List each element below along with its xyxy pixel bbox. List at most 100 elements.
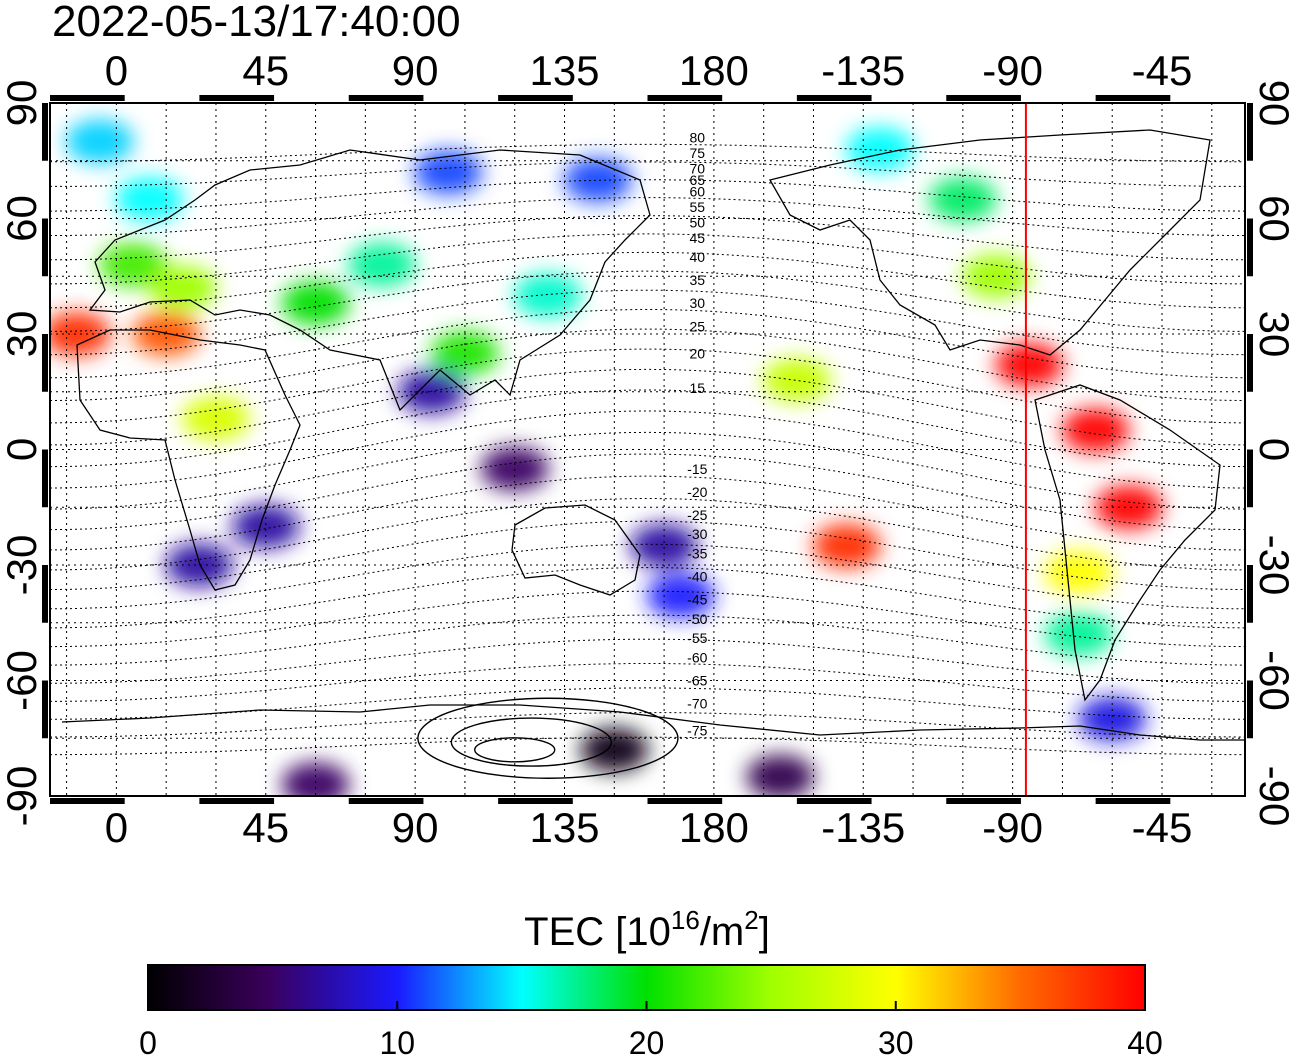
y-tick-label-right: 30 xyxy=(1251,311,1294,358)
contour-line xyxy=(50,453,1245,531)
contour-label: 45 xyxy=(690,230,706,246)
frame-bar-top xyxy=(647,95,723,101)
contour-line xyxy=(50,431,1245,510)
y-tick-label-left: 90 xyxy=(0,80,45,127)
contour-label: -20 xyxy=(687,484,707,500)
y-tick-label-left: -90 xyxy=(0,766,45,827)
contour-line xyxy=(50,328,1245,401)
tec-patch xyxy=(397,369,466,414)
frame-bar-right xyxy=(1247,103,1253,161)
tec-patch xyxy=(580,727,649,772)
contour-line xyxy=(50,475,1245,551)
contour-label: 70 xyxy=(690,160,706,176)
contour-label: 25 xyxy=(690,318,706,334)
contour-line xyxy=(50,233,1245,285)
colorbar-title: TEC [1016/m2] xyxy=(524,905,770,954)
contour-label: -30 xyxy=(687,526,707,542)
coastline-south-america xyxy=(1034,384,1221,702)
map-timestamp-title: 2022-05-13/17:40:00 xyxy=(52,0,461,46)
x-tick-label-bottom: 0 xyxy=(105,804,128,851)
contour-label: -45 xyxy=(687,592,707,608)
colorbar-tick-label: 40 xyxy=(1127,1025,1163,1057)
tec-patch xyxy=(231,504,300,549)
tec-patch xyxy=(1061,408,1130,453)
contour-label: -70 xyxy=(687,696,707,712)
frame-bar-top xyxy=(348,95,424,101)
contour-line xyxy=(50,251,1245,309)
x-tick-label-top: 0 xyxy=(105,47,128,94)
contour-line xyxy=(50,270,1245,332)
contour-label: 75 xyxy=(690,145,706,161)
tec-patch xyxy=(563,158,632,202)
x-tick-label-top: 135 xyxy=(529,47,599,94)
frame-bar-right xyxy=(1247,449,1253,508)
frame-bar-right xyxy=(1247,565,1253,623)
contour-line xyxy=(50,567,1245,629)
contour-label: 35 xyxy=(690,272,706,288)
frame-bar-left xyxy=(42,449,48,508)
coastline-africa xyxy=(76,329,301,591)
y-tick-label-left: 60 xyxy=(0,195,45,242)
frame-bar-bottom xyxy=(1095,798,1171,804)
frame-bar-right xyxy=(1247,680,1253,739)
coastlines xyxy=(61,129,1245,741)
tec-patch xyxy=(995,342,1064,387)
contour-label: 15 xyxy=(690,380,706,396)
contour-label: 80 xyxy=(690,130,706,146)
contour-label: 30 xyxy=(690,295,706,311)
x-tick-label-top: 180 xyxy=(679,47,749,94)
x-tick-label-bottom: -90 xyxy=(982,804,1043,851)
x-tick-label-top: 45 xyxy=(242,47,289,94)
contour-label: 55 xyxy=(690,199,706,215)
tec-patch xyxy=(480,446,549,491)
y-tick-label-right: -60 xyxy=(1251,650,1294,711)
contour-label: 40 xyxy=(690,249,706,265)
contour-line xyxy=(50,308,1245,379)
x-tick-label-bottom: 45 xyxy=(242,804,289,851)
y-tick-label-left: -30 xyxy=(0,535,45,596)
contour-line xyxy=(50,497,1245,571)
x-tick-label-bottom: -45 xyxy=(1132,804,1193,851)
contour-label: 20 xyxy=(690,345,706,361)
coastline-australia xyxy=(511,504,641,596)
contour-line xyxy=(50,520,1245,590)
tec-patch xyxy=(281,762,350,796)
y-tick-label-right: 90 xyxy=(1251,80,1294,127)
x-tick-label-top: 90 xyxy=(392,47,439,94)
contour-line xyxy=(50,736,1245,756)
frame-bar-top xyxy=(199,95,275,101)
contour-line xyxy=(50,410,1245,489)
contour-label: -50 xyxy=(687,611,707,627)
contour-line xyxy=(50,543,1245,610)
contour-label: 65 xyxy=(690,172,706,188)
contour-label: 50 xyxy=(690,214,706,230)
tec-patch xyxy=(746,754,815,796)
tec-patch xyxy=(513,273,582,318)
y-tick-label-right: 0 xyxy=(1251,438,1294,461)
tec-patch xyxy=(148,265,217,310)
frame-bar-bottom xyxy=(946,798,1021,804)
x-tick-label-top: -45 xyxy=(1132,47,1193,94)
frame-bar-top xyxy=(50,95,125,101)
x-tick-label-top: -90 xyxy=(982,47,1043,94)
contour-label: -60 xyxy=(687,649,707,665)
tec-patch xyxy=(1078,697,1147,741)
map-grid xyxy=(50,103,1245,796)
contour-line xyxy=(50,368,1245,446)
coastline-antarctica xyxy=(61,704,1245,741)
contour-ring xyxy=(474,737,556,763)
x-tick-label-bottom: -135 xyxy=(821,804,905,851)
map-frame xyxy=(49,102,1246,797)
frame-lon-bars xyxy=(42,95,1253,804)
tec-data-layer xyxy=(50,119,1163,796)
tec-patch xyxy=(347,242,416,287)
frame-bar-left xyxy=(42,680,48,739)
contour-label: -15 xyxy=(687,461,707,477)
y-tick-label-left: -60 xyxy=(0,650,45,711)
frame-bar-bottom xyxy=(348,798,424,804)
contour-line xyxy=(50,389,1245,468)
colorbar-tick-label: 30 xyxy=(878,1025,914,1057)
x-tick-label-bottom: 135 xyxy=(529,804,599,851)
frame-bar-right xyxy=(1247,218,1253,277)
